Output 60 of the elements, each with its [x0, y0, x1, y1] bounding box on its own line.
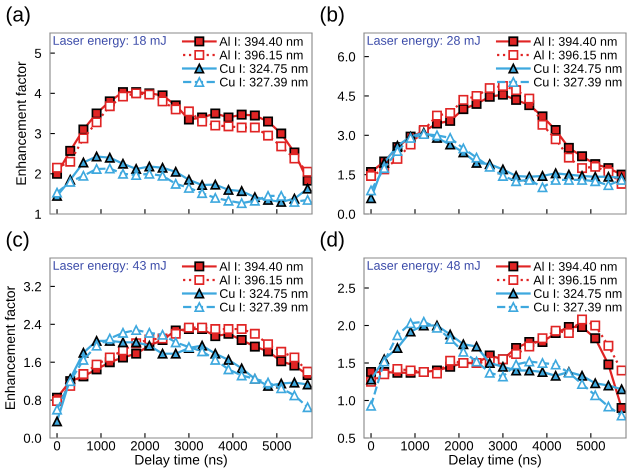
- y-tick-label: 0.0: [24, 434, 42, 443]
- y-tick-label: 1.6: [24, 358, 42, 368]
- legend-label: Cu I: 327.39 nm: [534, 302, 622, 312]
- legend-label: Al I: 396.15 nm: [219, 50, 303, 60]
- x-tick-label: 5000: [262, 441, 291, 450]
- y-tick-label: 2.0: [338, 321, 356, 330]
- legend-label: Cu I: 327.39 nm: [220, 78, 308, 87]
- legend-label: Al I: 394.40 nm: [533, 36, 617, 46]
- y-axis-title: Enhancement factor: [4, 286, 16, 410]
- legend-label: Cu I: 327.39 nm: [534, 78, 622, 87]
- text: (c): [6, 231, 28, 251]
- x-tick-label: 2000: [130, 441, 160, 450]
- x-tick-label: 0: [368, 441, 374, 450]
- y-axis-title: Enhancement factor: [16, 62, 26, 185]
- annotation: Laser energy: 28 mJ: [368, 36, 480, 48]
- legend-label: Al I: 394.40 nm: [219, 262, 303, 271]
- y-tick-label: 6.0: [338, 52, 356, 62]
- annotation: Laser energy: 48 mJ: [368, 261, 480, 272]
- annotation: Laser energy: 18 mJ: [54, 36, 166, 48]
- x-tick-label: 1000: [401, 441, 430, 450]
- y-tick-label: 2.4: [24, 320, 42, 330]
- legend-label: Al I: 396.15 nm: [533, 275, 617, 284]
- y-tick-label: 0.8: [24, 396, 42, 406]
- y-tick-label: 1.5: [338, 358, 356, 368]
- y-tick-label: 5: [34, 48, 42, 58]
- y-tick-label: 1.5: [338, 170, 356, 180]
- y-tick-label: 0.0: [338, 210, 356, 219]
- y-tick-label: 2: [34, 169, 42, 179]
- legend-label: Cu I: 324.75 nm: [220, 289, 308, 298]
- x-tick-label: 4000: [218, 441, 248, 450]
- legend-label: Cu I: 324.75 nm: [220, 64, 308, 73]
- x-axis-title: Delay time (ns): [449, 454, 541, 468]
- x-axis-title: Delay time (ns): [135, 454, 227, 468]
- x-tick-label: 5000: [576, 441, 605, 450]
- legend-label: Al I: 396.15 nm: [533, 50, 617, 60]
- legend-label: Al I: 394.40 nm: [533, 262, 617, 271]
- annotation: Laser energy: 43 mJ: [54, 261, 166, 272]
- y-tick-label: 0.5: [338, 434, 356, 443]
- x-tick-label: 4000: [532, 441, 562, 450]
- text: (a): [6, 6, 30, 26]
- x-tick-label: 0: [54, 441, 60, 450]
- y-tick-label: 1.0: [338, 396, 356, 406]
- legend-label: Al I: 394.40 nm: [219, 36, 303, 46]
- legend-label: Cu I: 324.75 nm: [534, 64, 622, 73]
- x-tick-label: 3000: [488, 441, 518, 450]
- text: (d): [320, 231, 344, 251]
- y-tick-label: 3.0: [338, 130, 356, 140]
- x-tick-label: 1000: [87, 441, 116, 450]
- text: (b): [320, 6, 344, 26]
- legend-label: Cu I: 324.75 nm: [534, 289, 622, 298]
- x-tick-label: 3000: [174, 441, 204, 450]
- y-tick-label: 4.5: [338, 92, 356, 101]
- y-tick-label: 3.2: [24, 282, 42, 292]
- legend-label: Al I: 396.15 nm: [219, 275, 303, 284]
- legend-label: Cu I: 327.39 nm: [220, 302, 308, 312]
- x-tick-label: 2000: [444, 441, 474, 450]
- y-tick-label: 2.5: [338, 284, 356, 293]
- y-tick-label: 4: [34, 89, 42, 98]
- y-tick-label: 1: [35, 210, 42, 219]
- y-tick-label: 3: [34, 129, 42, 138]
